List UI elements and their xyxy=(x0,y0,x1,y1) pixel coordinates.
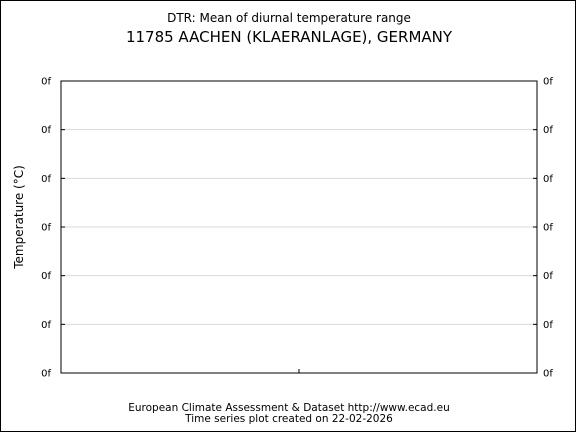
gridlines xyxy=(61,129,537,325)
y-tick-label-left: 0f xyxy=(41,223,51,234)
y-tick-label-right: 0f xyxy=(543,369,553,380)
y-tick-label-left: 0f xyxy=(41,369,51,380)
y-tick-label-right: 0f xyxy=(543,174,553,185)
footer-created-date: Time series plot created on 22-02-2026 xyxy=(184,413,393,425)
y-tick-label-right: 0f xyxy=(543,271,553,282)
y-tick-label-right: 0f xyxy=(543,125,553,136)
y-tick-label-left: 0f xyxy=(41,271,51,282)
axis-ticks xyxy=(61,80,537,374)
chart-title: DTR: Mean of diurnal temperature range xyxy=(167,11,411,25)
y-tick-label-left: 0f xyxy=(41,320,51,331)
y-tick-label-right: 0f xyxy=(543,77,553,88)
y-tick-label-right: 0f xyxy=(543,320,553,331)
y-axis-label: Temperature (°C) xyxy=(12,165,26,270)
y-tick-label-left: 0f xyxy=(41,174,51,185)
chart-subtitle: 11785 AACHEN (KLAERANLAGE), GERMANY xyxy=(126,28,453,46)
y-axis-left-labels: 0f 0f 0f 0f 0f 0f 0f xyxy=(41,77,51,380)
y-tick-label-left: 0f xyxy=(41,125,51,136)
y-tick-label-left: 0f xyxy=(41,77,51,88)
footer-credit: European Climate Assessment & Dataset ht… xyxy=(128,402,450,414)
y-tick-label-right: 0f xyxy=(543,223,553,234)
y-axis-right-labels: 0f 0f 0f 0f 0f 0f 0f xyxy=(543,77,553,380)
